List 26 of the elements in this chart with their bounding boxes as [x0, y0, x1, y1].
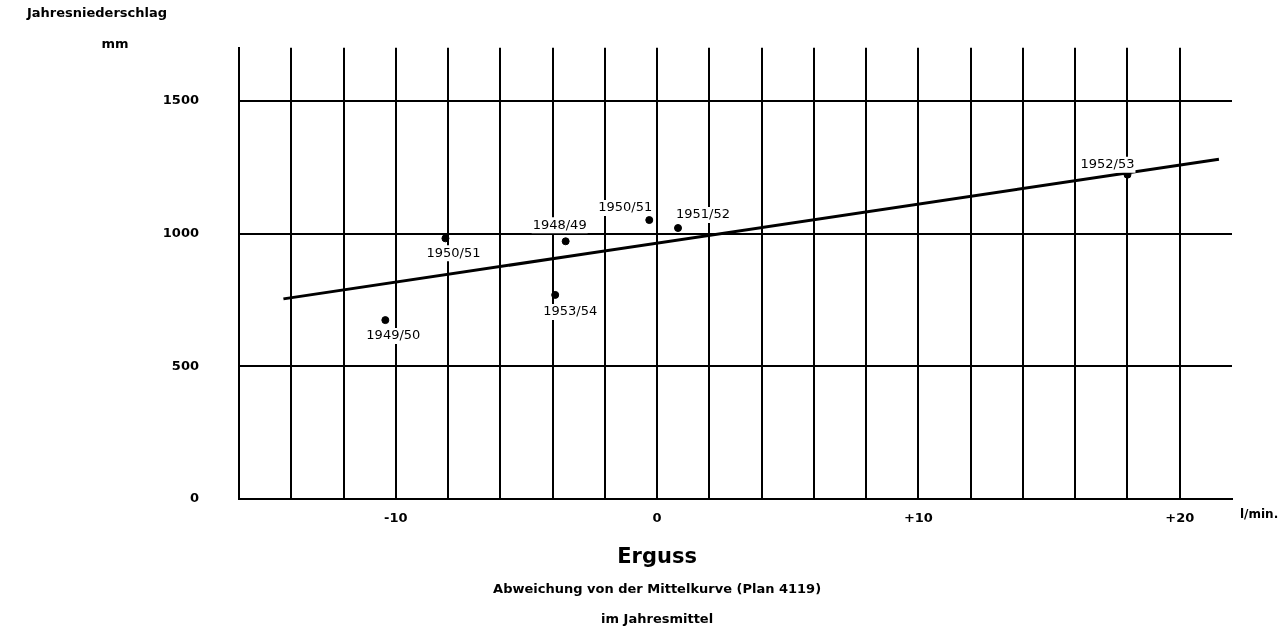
x-axis-title: Erguss	[617, 544, 697, 569]
x-tick-label: +20	[1165, 510, 1195, 526]
y-tick-label: 1000	[162, 224, 199, 240]
annotation: 1951/52	[676, 206, 731, 222]
point	[551, 290, 560, 299]
x-tick-label: 0	[652, 510, 662, 526]
x-tick-label: +10	[903, 510, 933, 526]
x-tick-label: -10	[384, 510, 408, 526]
y-tick-label: 0	[189, 490, 199, 506]
annotation: 1950/51	[426, 244, 481, 260]
y-tick-label: 500	[171, 357, 199, 373]
point	[674, 224, 683, 233]
annotation: 1953/54	[543, 303, 598, 319]
y-tick-label: 1500	[162, 92, 199, 108]
annotation: 1949/50	[366, 327, 421, 343]
point	[441, 234, 450, 243]
annotation: 1948/49	[532, 216, 587, 232]
text: l/min.	[1240, 507, 1279, 522]
point	[381, 316, 390, 325]
point	[645, 216, 654, 225]
annotation: 1950/51	[598, 199, 653, 215]
text: Jahresniederschlag mm	[26, 5, 168, 52]
text: im Jahresmittel	[601, 611, 714, 627]
text: Abweichung von der Mittelkurve (Plan 4119)	[493, 581, 822, 597]
point	[561, 237, 570, 246]
annotation: 1952/53	[1080, 156, 1135, 172]
